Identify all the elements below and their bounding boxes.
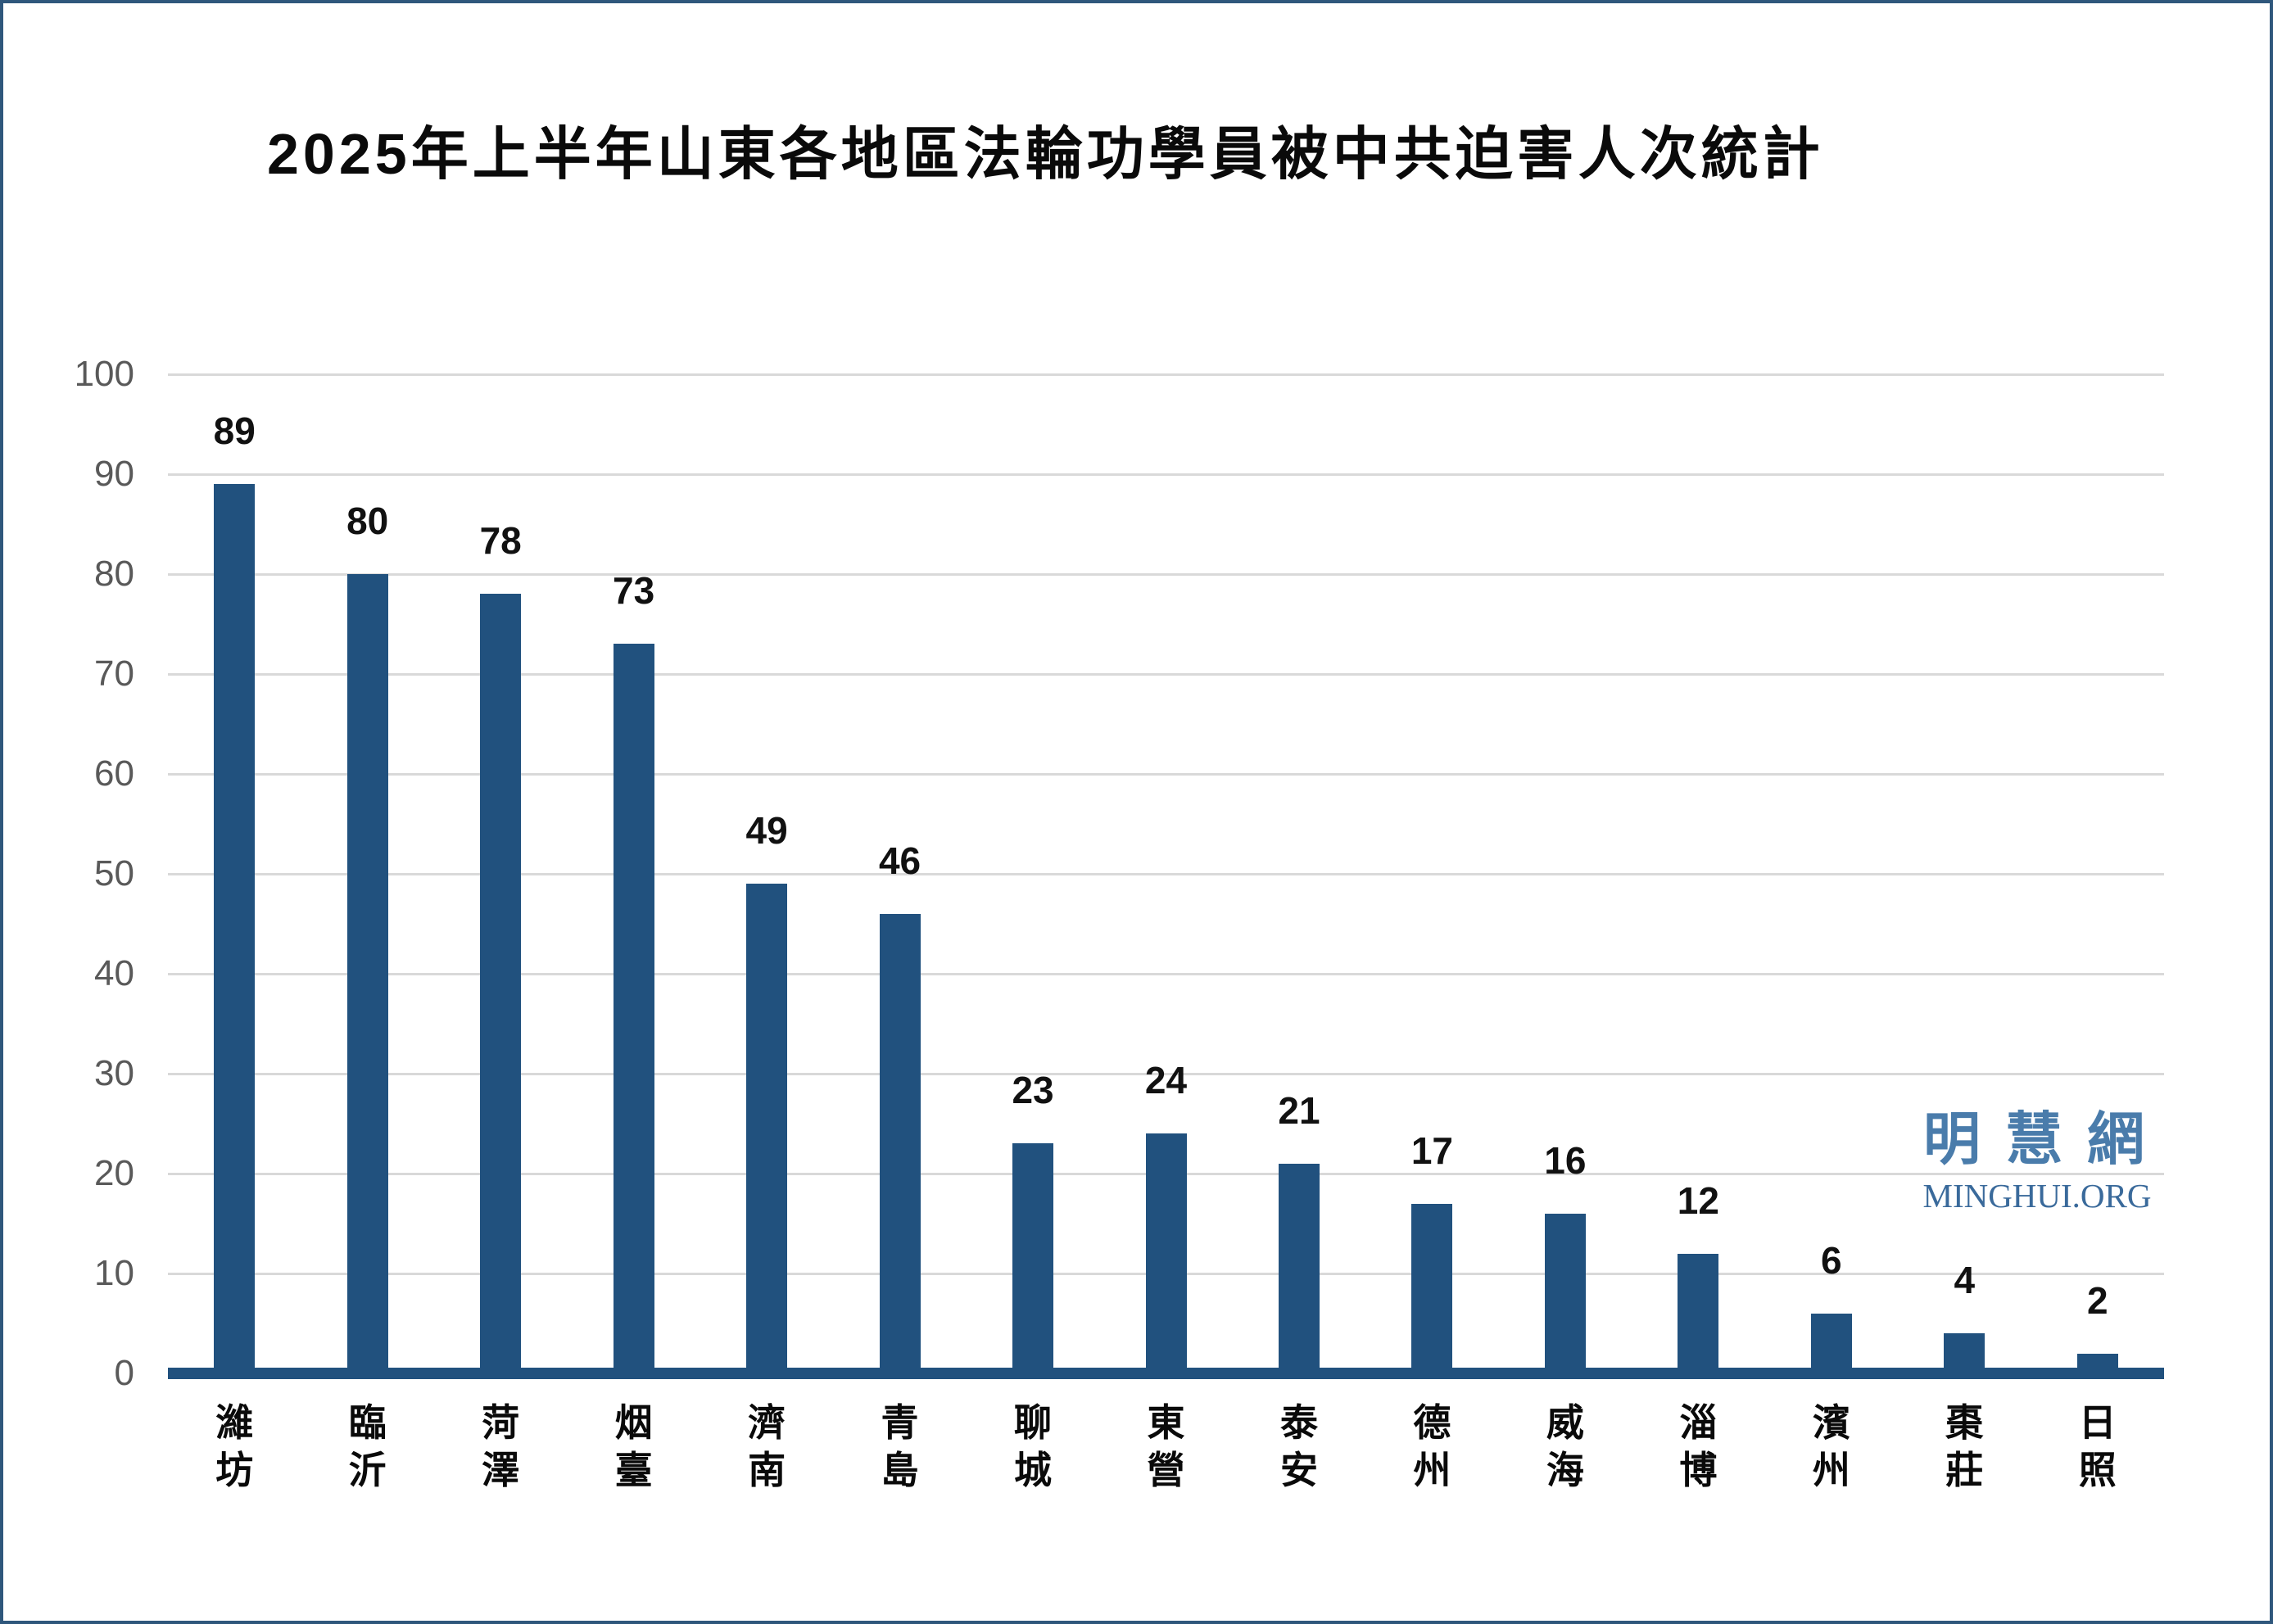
x-tick-label: 濱州 — [1765, 1399, 1898, 1494]
bar-value-label: 21 — [1278, 1088, 1320, 1132]
plot-area: 89 80 78 73 49 46 23 24 21 17 16 12 6 4 2 — [168, 373, 2164, 1379]
x-tick-label-char: 聊 — [1014, 1401, 1053, 1444]
x-tick-label-char: 島 — [881, 1449, 919, 1491]
gridline — [168, 672, 2164, 676]
bar-value-label: 12 — [1677, 1178, 1719, 1222]
bar-value-label: 23 — [1012, 1069, 1054, 1112]
y-tick-label: 70 — [94, 654, 134, 694]
x-tick-label-char: 營 — [1147, 1449, 1185, 1491]
x-tick-label: 濟南 — [700, 1399, 833, 1494]
bar-value-label: 17 — [1410, 1129, 1453, 1172]
x-tick-label-char: 濰 — [215, 1401, 254, 1444]
x-tick-label-char: 照 — [2078, 1449, 2117, 1491]
x-tick-label-char: 州 — [1413, 1449, 1451, 1491]
minghui-watermark: 明慧網 MINGHUI.ORG — [1912, 1109, 2162, 1214]
bar — [746, 884, 788, 1379]
x-tick-label-char: 博 — [1679, 1449, 1718, 1491]
bar — [1678, 1253, 1719, 1379]
x-tick-label-char: 日 — [2078, 1401, 2117, 1444]
bar-value-label: 89 — [213, 409, 256, 453]
x-tick-label-char: 東 — [1147, 1401, 1185, 1444]
y-tick-label: 60 — [94, 753, 134, 794]
gridline — [168, 972, 2164, 975]
gridline — [168, 473, 2164, 476]
bar-value-label: 16 — [1544, 1138, 1587, 1182]
bar-value-label: 24 — [1144, 1059, 1188, 1102]
gridline — [168, 772, 2164, 776]
x-tick-label-char: 烟 — [614, 1401, 653, 1444]
minghui-logo-url-text: MINGHUI.ORG — [1922, 1177, 2152, 1215]
x-tick-label: 青島 — [833, 1399, 966, 1494]
x-tick-label: 濰坊 — [168, 1399, 301, 1494]
x-tick-label: 泰安 — [1233, 1399, 1365, 1494]
x-tick-label-char: 澤 — [482, 1449, 520, 1491]
x-tick-label-char: 沂 — [348, 1449, 387, 1491]
x-tick-label: 菏澤 — [434, 1399, 567, 1494]
bar — [879, 913, 921, 1379]
x-tick-label-char: 莊 — [1945, 1449, 1984, 1491]
x-tick-label: 聊城 — [967, 1399, 1099, 1494]
x-tick-label-char: 淄 — [1679, 1401, 1718, 1444]
x-tick-label-char: 南 — [748, 1449, 786, 1491]
x-tick-label-char: 臺 — [614, 1449, 653, 1491]
bar — [346, 574, 388, 1379]
x-tick-label-char: 青 — [881, 1401, 919, 1444]
x-tick-label: 烟臺 — [567, 1399, 700, 1494]
minghui-logo-cjk-text: 明慧網 — [1923, 1107, 2169, 1171]
x-tick-label-char: 濟 — [748, 1401, 786, 1444]
x-tick-label: 棗莊 — [1898, 1399, 2031, 1494]
x-tick-label: 德州 — [1365, 1399, 1498, 1494]
x-tick-label: 臨沂 — [301, 1399, 433, 1494]
y-tick-label: 80 — [94, 554, 134, 594]
x-tick-label: 日照 — [2031, 1399, 2164, 1494]
gridline — [168, 1072, 2164, 1075]
x-tick-label: 淄博 — [1632, 1399, 1764, 1494]
bar-value-label: 6 — [1821, 1238, 1842, 1282]
y-tick-label: 50 — [94, 853, 134, 893]
x-tick-label-char: 州 — [1812, 1449, 1850, 1491]
bar — [480, 594, 522, 1379]
bar-value-label: 78 — [479, 519, 522, 563]
bar — [1411, 1203, 1453, 1379]
y-tick-label: 10 — [94, 1253, 134, 1293]
bar — [1012, 1143, 1054, 1379]
x-tick-label-char: 威 — [1546, 1401, 1584, 1444]
bar-value-label: 4 — [1954, 1259, 1976, 1302]
x-tick-label-char: 安 — [1279, 1449, 1318, 1491]
x-tick-label-char: 城 — [1014, 1449, 1053, 1491]
bar-value-label: 46 — [878, 839, 921, 882]
bar-value-label: 2 — [2086, 1278, 2108, 1322]
y-tick-label: 20 — [94, 1153, 134, 1193]
gridline — [168, 373, 2164, 376]
bar — [1145, 1133, 1187, 1379]
y-tick-label: 30 — [94, 1053, 134, 1093]
x-tick-label-char: 德 — [1413, 1401, 1451, 1444]
x-tick-label-char: 棗 — [1945, 1401, 1984, 1444]
bar-value-label: 49 — [745, 809, 788, 853]
gridline — [168, 872, 2164, 875]
chart-title: 2025年上半年山東各地區法輪功學員被中共迫害人次統計 — [267, 122, 1824, 186]
x-tick-label-char: 海 — [1546, 1449, 1584, 1491]
bar-value-label: 73 — [613, 569, 655, 613]
x-tick-label: 東營 — [1099, 1399, 1232, 1494]
y-tick-label: 40 — [94, 953, 134, 993]
bar — [214, 484, 256, 1379]
bar-value-label: 80 — [346, 500, 389, 542]
y-tick-label: 0 — [114, 1353, 134, 1393]
gridline — [168, 572, 2164, 576]
x-tick-label-char: 菏 — [482, 1401, 520, 1444]
bar — [613, 644, 654, 1379]
bar — [1544, 1213, 1586, 1379]
y-tick-label: 100 — [74, 354, 134, 394]
x-tick-label-char: 臨 — [348, 1401, 387, 1444]
x-tick-label-char: 坊 — [215, 1449, 254, 1491]
x-tick-label-char: 濱 — [1812, 1401, 1850, 1444]
x-tick-label-char: 泰 — [1279, 1401, 1318, 1444]
y-tick-label: 90 — [94, 454, 134, 494]
x-tick-label: 威海 — [1499, 1399, 1632, 1494]
bar — [1278, 1163, 1320, 1379]
x-axis-line — [168, 1368, 2164, 1379]
